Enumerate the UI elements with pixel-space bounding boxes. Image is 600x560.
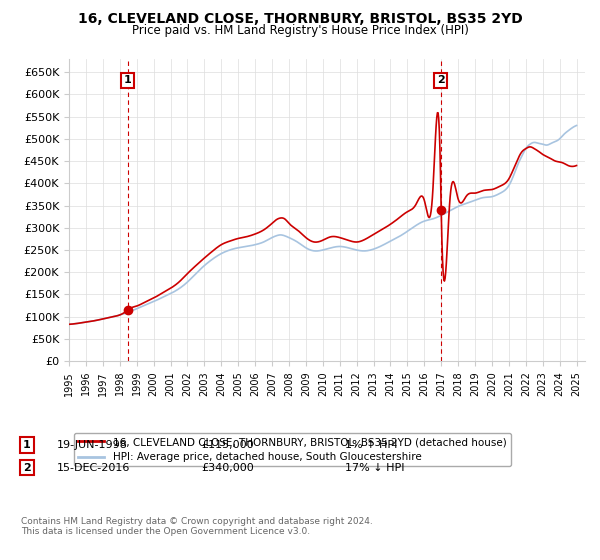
Text: Contains HM Land Registry data © Crown copyright and database right 2024.
This d: Contains HM Land Registry data © Crown c… — [21, 517, 373, 536]
Text: 17% ↓ HPI: 17% ↓ HPI — [345, 463, 404, 473]
Text: £340,000: £340,000 — [201, 463, 254, 473]
Text: 2: 2 — [23, 463, 31, 473]
Text: 1: 1 — [23, 440, 31, 450]
Text: 15-DEC-2016: 15-DEC-2016 — [57, 463, 130, 473]
Text: Price paid vs. HM Land Registry's House Price Index (HPI): Price paid vs. HM Land Registry's House … — [131, 24, 469, 37]
Legend: 16, CLEVELAND CLOSE, THORNBURY, BRISTOL, BS35 2YD (detached house), HPI: Average: 16, CLEVELAND CLOSE, THORNBURY, BRISTOL,… — [74, 433, 511, 466]
Text: £115,000: £115,000 — [201, 440, 254, 450]
Text: 19-JUN-1998: 19-JUN-1998 — [57, 440, 128, 450]
Text: 2: 2 — [437, 76, 445, 86]
Text: 16, CLEVELAND CLOSE, THORNBURY, BRISTOL, BS35 2YD: 16, CLEVELAND CLOSE, THORNBURY, BRISTOL,… — [77, 12, 523, 26]
Text: 1% ↑ HPI: 1% ↑ HPI — [345, 440, 397, 450]
Text: 1: 1 — [124, 76, 131, 86]
